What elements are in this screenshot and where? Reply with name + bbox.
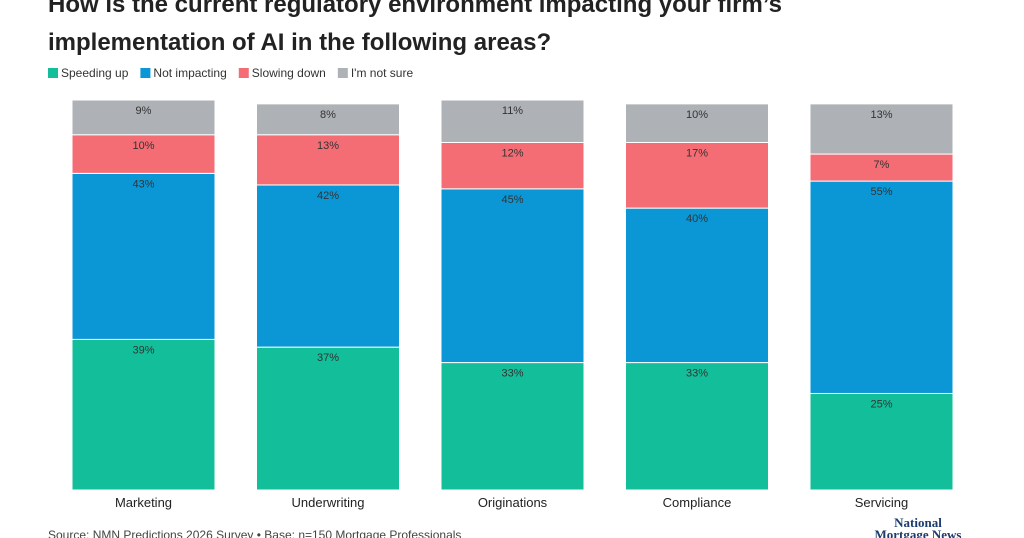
bar-segment [809, 180, 954, 394]
legend-swatch [238, 68, 249, 78]
value-label: 13% [317, 140, 339, 152]
legend-label: Speeding up [61, 66, 129, 80]
bar-segment [625, 103, 769, 143]
source: Source: NMN Predictions 2026 Survey • Ba… [48, 528, 461, 538]
legend-swatch [48, 68, 58, 78]
legend-label: Not impacting [153, 66, 226, 80]
bar-segment [809, 103, 954, 155]
bar-segment [440, 99, 585, 143]
value-label: 25% [870, 398, 892, 410]
x-tick-label: Marketing [115, 495, 172, 510]
value-label: 37% [317, 352, 339, 364]
x-tick-label: Underwriting [292, 495, 365, 510]
value-label: 40% [686, 213, 708, 225]
value-label: 39% [132, 344, 154, 356]
value-label: 11% [502, 105, 523, 117]
bar-segment [256, 184, 400, 348]
x-tick-label: Servicing [855, 495, 908, 510]
value-label: 55% [870, 186, 892, 198]
value-label: 7% [874, 159, 890, 171]
chart-title: implementation of AI in the following ar… [48, 29, 551, 56]
bar-segment [625, 362, 769, 491]
legend-label: Slowing down [252, 66, 326, 80]
logo: Mortgage News [875, 527, 962, 538]
bar-segment [440, 362, 585, 491]
value-label: 42% [317, 190, 339, 202]
value-label: 33% [501, 368, 523, 380]
logo: National [894, 515, 942, 530]
x-tick-label: Originations [478, 495, 548, 510]
bar-segment [625, 141, 769, 209]
legend-swatch [140, 68, 151, 78]
value-label: 10% [686, 109, 708, 121]
value-label: 12% [501, 147, 523, 159]
bar-segment [809, 392, 954, 491]
value-label: 45% [501, 194, 523, 206]
legend-label: I'm not sure [351, 66, 414, 80]
value-label: 9% [136, 105, 152, 117]
value-label: 10% [132, 140, 154, 152]
bar-segment [256, 103, 400, 136]
bar-segment [71, 172, 216, 340]
bar-segment [71, 99, 216, 136]
x-tick-label: Compliance [663, 495, 732, 510]
legend-swatch [337, 68, 348, 78]
bar-segment [440, 188, 585, 364]
value-label: 33% [686, 368, 708, 380]
bar-segment [71, 134, 216, 174]
chart-title: How is the current regulatory environmen… [48, 0, 782, 18]
value-label: 13% [870, 109, 892, 121]
bar-segment [625, 207, 769, 364]
bar-segment [256, 134, 400, 186]
bar-segment [256, 346, 400, 491]
value-label: 8% [320, 109, 336, 121]
value-label: 17% [686, 147, 708, 159]
bar-segment [71, 338, 216, 491]
value-label: 43% [132, 178, 154, 190]
